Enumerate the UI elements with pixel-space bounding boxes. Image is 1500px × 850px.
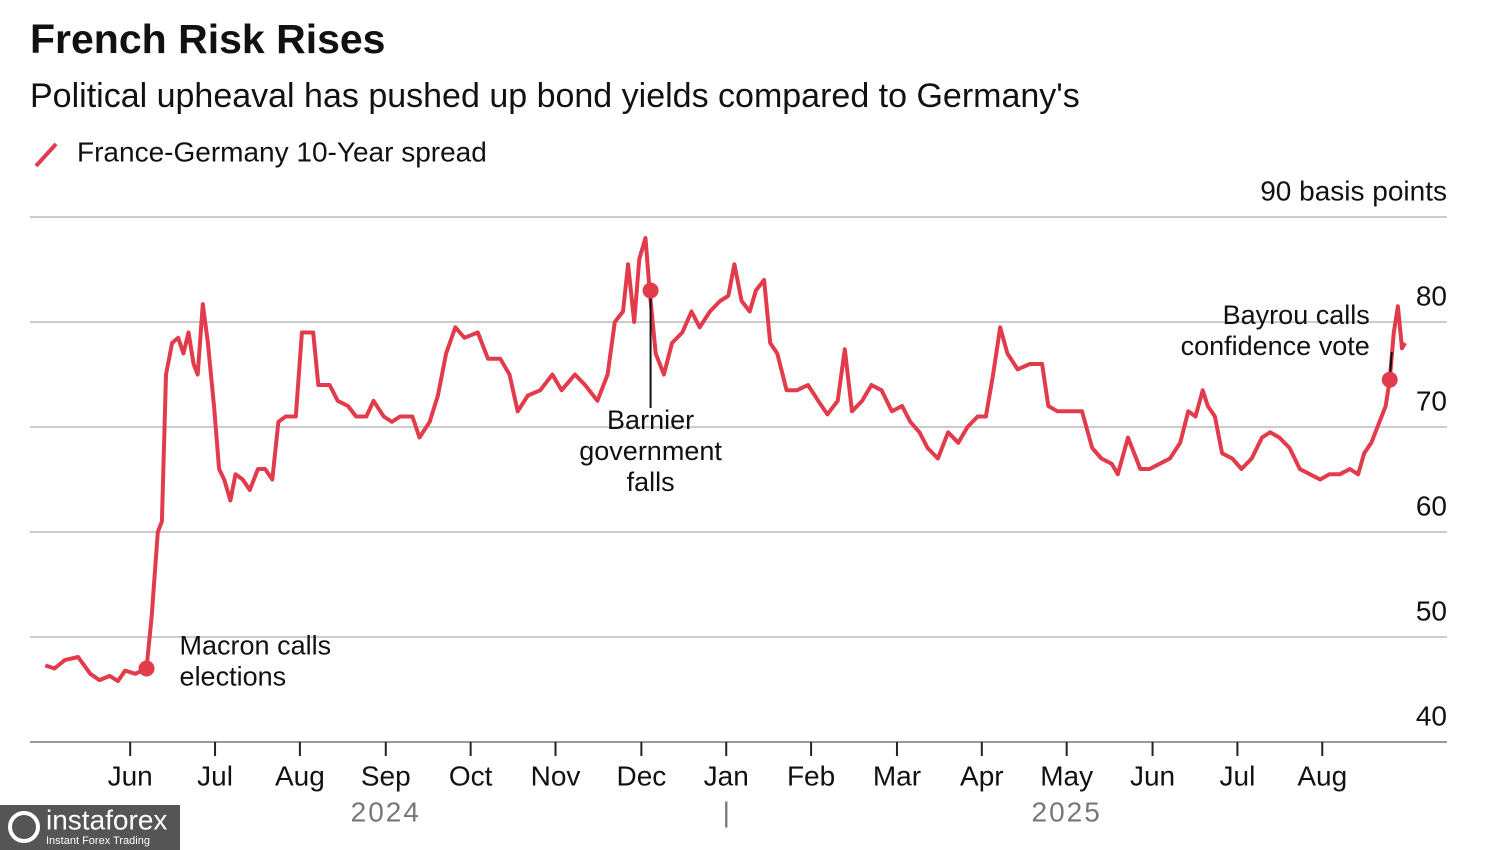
x-tick-label: Jul <box>1220 760 1256 791</box>
y-tick-label: 80 <box>1416 280 1447 311</box>
annotation-text: Bayrou calls <box>1223 300 1370 330</box>
y-tick-label: 60 <box>1416 490 1447 521</box>
x-tick-label: Dec <box>616 760 666 791</box>
y-tick-label: 50 <box>1416 595 1447 626</box>
watermark: instaforex Instant Forex Trading <box>0 804 180 850</box>
chart-title: French Risk Rises <box>30 16 386 62</box>
chart-subtitle: Political upheaval has pushed up bond yi… <box>30 77 1080 115</box>
x-tick-label: Aug <box>275 760 325 791</box>
annotation-text: Macron calls <box>180 631 332 661</box>
x-tick-label: Jun <box>108 760 153 791</box>
annotation-dot <box>642 282 659 299</box>
x-tick-label: May <box>1040 760 1093 791</box>
year-label: 2025 <box>1032 796 1102 827</box>
x-tick-label: Feb <box>787 760 835 791</box>
x-tick-label: Sep <box>361 760 411 791</box>
x-tick-label: Nov <box>531 760 581 791</box>
x-tick-label: Aug <box>1297 760 1347 791</box>
year-separator: | <box>723 796 730 827</box>
watermark-brand: instaforex <box>46 804 167 835</box>
legend-swatch <box>34 142 58 168</box>
y-tick-label: 70 <box>1416 385 1447 416</box>
annotation-text: elections <box>180 662 287 692</box>
annotation-text: government <box>579 436 722 466</box>
legend: France-Germany 10-Year spread <box>34 136 487 168</box>
annotation-text: Barnier <box>607 405 694 435</box>
annotation-dot <box>1381 371 1398 388</box>
x-tick-label: Jan <box>704 760 749 791</box>
year-label: 2024 <box>351 796 421 827</box>
watermark-icon <box>8 811 40 843</box>
legend-label: France-Germany 10-Year spread <box>77 136 487 167</box>
x-tick-label: Apr <box>960 760 1004 791</box>
annotation-dot <box>138 660 155 677</box>
annotation-text: falls <box>627 467 675 497</box>
annotation-text: confidence vote <box>1181 331 1370 361</box>
x-tick-label: Jul <box>197 760 233 791</box>
watermark-tagline: Instant Forex Trading <box>46 835 150 847</box>
y-tick-label: 40 <box>1416 700 1447 731</box>
y-tick-label: 90 basis points <box>1260 175 1447 206</box>
x-tick-label: Mar <box>873 760 921 791</box>
x-tick-label: Jun <box>1130 760 1175 791</box>
series-line <box>44 236 1407 684</box>
x-tick-label: Oct <box>449 760 493 791</box>
